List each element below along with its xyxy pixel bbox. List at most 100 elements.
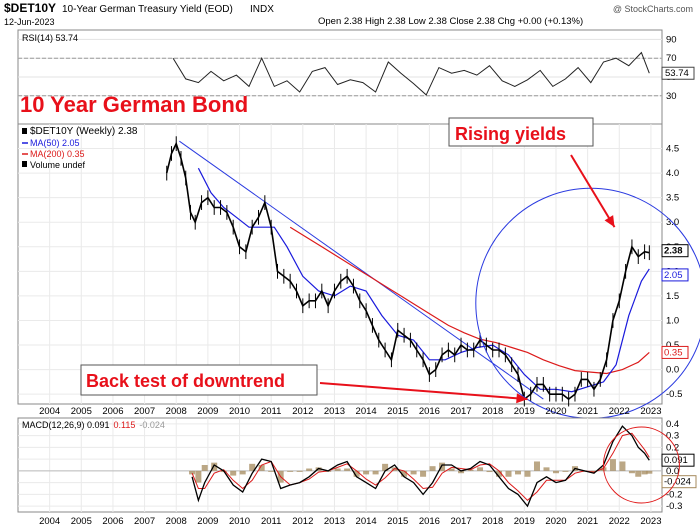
macd-tick-label: 0.0 [666,466,679,477]
macd-year-tick-label: 2019 [514,516,535,527]
price-last-badge [661,268,689,282]
price-tick-label: -0.5 [666,389,682,400]
rsi-last-label: 53.74 [665,68,689,79]
macd-year-tick-label: 2022 [609,516,630,527]
price-tick-label: 4.0 [666,168,679,179]
macd-xaxis: 2004 2005 2006 2007 2008 2009 2010 2011 2012 2013… [39,516,661,527]
year-tick-label: 2011 [261,406,281,417]
macd-hist-bar [344,468,351,471]
macd-highlight-circle [602,426,680,504]
macd-hist-label: -0.024 [664,477,691,488]
rsi-tick-label: 90 [666,34,677,45]
price-tick-label: 1.0 [666,315,679,326]
annotation-layer: 10 Year German Bond Rising yields Back t… [20,92,616,404]
macd-hist-bar [635,470,642,477]
macd-tick-label: 0.2 [666,442,679,453]
macd-year-tick-label: 2014 [356,516,377,527]
macd-year-tick-label: 2009 [197,516,218,527]
price-tick-label: 1.5 [666,291,679,302]
price-last-badge [661,345,689,359]
macd-hist-bar [195,470,202,483]
macd-year-tick-label: 2011 [261,516,281,527]
watermark: @ StockCharts.com [613,4,693,14]
macd-year-tick-label: 2021 [577,516,598,527]
rsi-tick-label: 70 [666,53,677,64]
price-tick-label: 0.5 [666,340,679,351]
year-tick-label: 2016 [419,406,440,417]
price-last-label: 0.35 [664,347,683,358]
rsi-grid: 30507090 [18,34,677,102]
annotation-title: 10 Year German Bond [20,92,248,117]
backtest-arrow [319,382,528,401]
rsi-line [172,51,650,96]
legend-price: $DET10Y (Weekly) 2.38 [30,126,138,137]
macd-hist-bar [211,462,218,471]
macd-hist-bar [201,465,208,471]
year-tick-label: 2012 [292,406,313,417]
macd-year-tick-label: 2012 [292,516,313,527]
macd-legend: MACD(12,26,9) 0.091 0.115 -0.024 [22,420,165,430]
macd-year-tick-label: 2016 [419,516,440,527]
year-tick-label: 2008 [166,406,187,417]
year-tick-label: 2021 [577,406,598,417]
price-tick-label: 3.5 [666,193,679,204]
macd-year-tick-label: 2004 [39,516,60,527]
macd-year-tick-label: 2017 [450,516,471,527]
year-tick-label: 2023 [640,406,661,417]
year-tick-label: 2005 [71,406,92,417]
macd-hist-bar [306,468,313,471]
macd-tick-label: 0.4 [666,419,679,430]
year-tick-label: 2019 [514,406,535,417]
legend-ma200: MA(200) 0.35 [30,149,85,159]
macd-hist-bar [543,467,550,471]
macd-hist-bar [486,470,493,473]
year-tick-label: 2013 [324,406,345,417]
price-legend: $DET10Y (Weekly) 2.38 MA(50) 2.05 MA(200… [22,126,138,170]
price-xaxis: 2004 2005 2006 2007 2008 2009 2010 2011 2012 2013… [39,406,661,417]
macd-hist-bar [641,470,648,475]
year-tick-label: 2010 [229,406,250,417]
macd-hist-bar [467,469,474,471]
date: 12-Jun-2023 [4,17,55,27]
macd-last-label: 0.091 [664,455,688,466]
price-tick-label: 0.0 [666,365,679,376]
macd-hist-bar [458,470,465,474]
macd-hist-bar [646,470,653,474]
macd-signal-line [191,432,650,501]
backtest-arrow-head [516,393,528,404]
macd-hist-bar [420,470,427,477]
macd-year-tick-label: 2023 [640,516,661,527]
macd-hist-bar [515,470,522,475]
macd-legend-signal: 0.115 [114,420,136,430]
year-tick-label: 2009 [197,406,218,417]
macd-hist-bar [401,470,408,477]
macd-hist-bar [590,470,597,473]
macd-year-tick-label: 2018 [482,516,503,527]
exchange: INDX [250,4,274,15]
macd-hist-bar [524,470,531,477]
macd-hist-badge [661,475,697,489]
macd-legend-hist: -0.024 [139,420,165,430]
macd-year-tick-label: 2005 [71,516,92,527]
macd-hist-bar [477,467,484,471]
year-tick-label: 2020 [545,406,566,417]
year-tick-label: 2006 [102,406,123,417]
macd-tick-label: -0.3 [666,501,682,512]
macd-hist-bar [372,470,379,475]
macd-hist-bar [619,461,626,471]
macd-hist-bar [429,466,436,471]
macd-hist-bar [382,463,389,471]
macd-hist-bar [552,470,559,474]
rsi-panel: 30507090 53.74 RSI(14) 53.74 [17,29,695,125]
macd-line [191,425,650,508]
macd-hist-bar [189,470,196,475]
macd-hist-bar [410,470,417,475]
year-tick-label: 2004 [39,406,60,417]
macd-panel: -0.3-0.2-0.10.00.10.20.30.4 0.091-0.024 … [17,417,697,513]
macd-hist-bar [230,470,237,476]
year-tick-label: 2018 [482,406,503,417]
macd-hist-bar [562,470,569,472]
annotation-rising: Rising yields [455,124,566,144]
macd-tick-label: 0.3 [666,431,679,442]
